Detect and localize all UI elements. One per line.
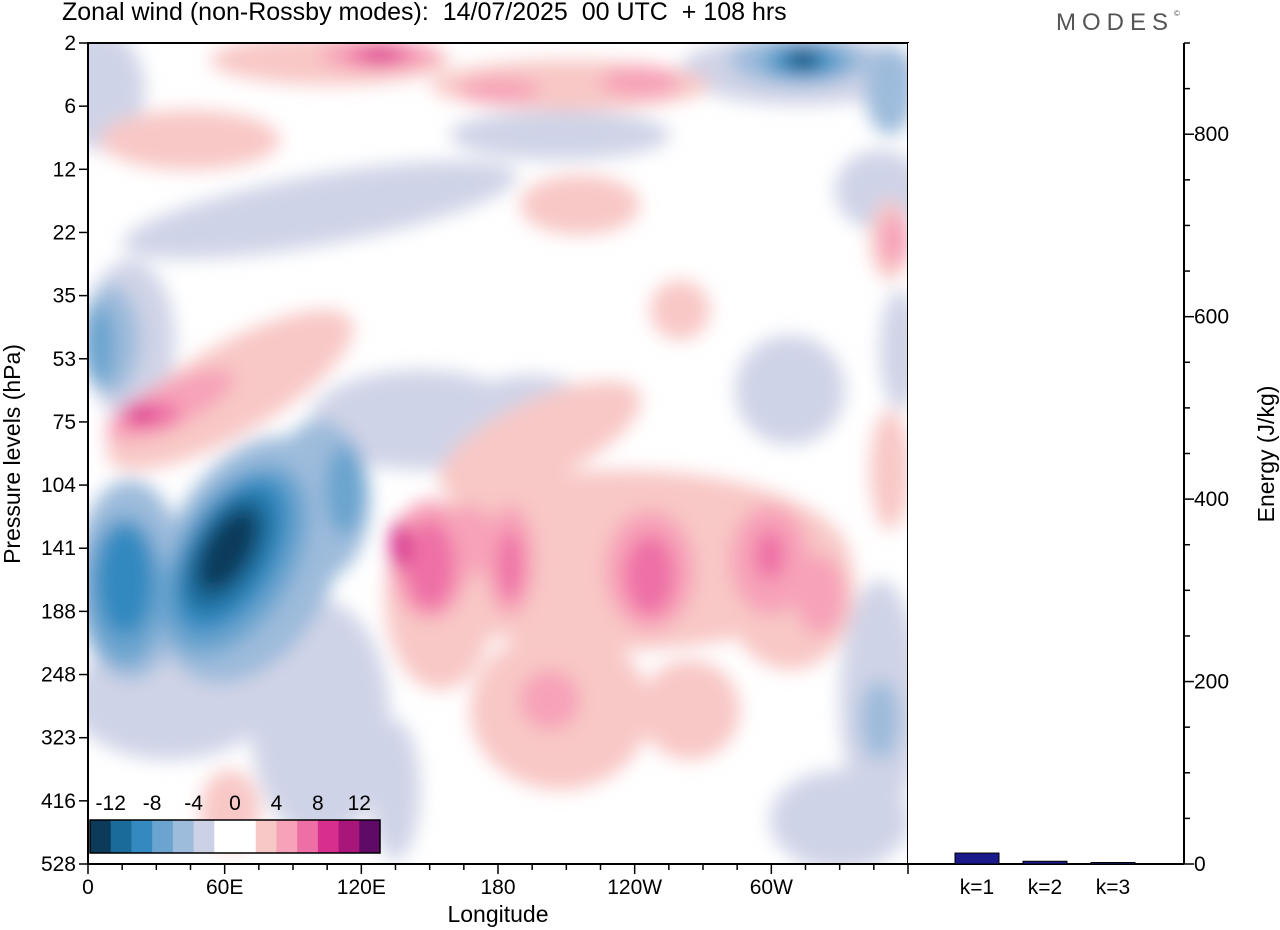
- bar-category-label: k=3: [1096, 876, 1130, 899]
- energy-tick-label: 600: [1194, 306, 1229, 329]
- bar-category-label: k=2: [1028, 876, 1062, 899]
- colorbar-swatch: [276, 820, 298, 853]
- y-tick-label: 188: [41, 600, 76, 623]
- x-tick-label: 120E: [337, 876, 386, 899]
- x-tick-label: 60W: [750, 876, 793, 899]
- y-tick-label: 104: [41, 474, 76, 497]
- x-tick-label: 180: [480, 876, 515, 899]
- colorbar-swatch: [152, 820, 174, 853]
- heatmap-field: [88, 43, 908, 864]
- brand-name: MODES: [1056, 9, 1175, 36]
- y-tick-label: 2: [64, 32, 76, 55]
- y-tick-label: 528: [41, 853, 76, 876]
- energy-axis-label: Energy (J/kg): [1253, 386, 1279, 523]
- brand-logo: MODES©: [1056, 9, 1180, 37]
- colorbar-swatch: [235, 820, 257, 853]
- colorbar-swatch: [172, 820, 195, 853]
- y-tick-label: 35: [53, 285, 76, 308]
- brand-mark: ©: [1174, 9, 1180, 18]
- energy-bar: [954, 852, 1000, 865]
- y-tick-label: 141: [41, 537, 76, 560]
- y-tick-label: 323: [41, 727, 76, 750]
- energy-tick-label: 800: [1194, 123, 1229, 146]
- colorbar: -12 -8 -4 0 4 8 12: [89, 792, 381, 854]
- energy-bar-plot: k=1 k=2 k=3 0 200 400 600 800 Energy (J/kg): [908, 42, 1279, 899]
- colorbar-label: -12: [96, 792, 126, 815]
- energy-tick-label: 400: [1194, 488, 1229, 511]
- y-axis: 2 6 12 22 35 53 75 104 141 188 248 323 416 528: [41, 32, 88, 876]
- colorbar-swatch: [90, 820, 112, 853]
- colorbar-swatch: [193, 820, 215, 853]
- x-axis-label: Longitude: [447, 901, 548, 927]
- heatmap-plot: 0 60E 120E 180 120W 60W 2 6 12 22 35 53 75 104 141 188…: [0, 32, 909, 927]
- y-axis-label: Pressure levels (hPa): [0, 344, 25, 564]
- energy-bar: [1090, 862, 1136, 865]
- colorbar-swatch: [359, 820, 381, 853]
- y-tick-label: 248: [41, 664, 76, 687]
- colorbar-swatch: [214, 820, 236, 853]
- colorbar-swatch: [131, 820, 153, 853]
- bars: k=1 k=2 k=3: [954, 852, 1136, 899]
- y-tick-label: 22: [53, 221, 76, 244]
- colorbar-swatch: [255, 820, 277, 853]
- y-tick-label: 6: [64, 95, 76, 118]
- colorbar-label: 0: [229, 792, 241, 815]
- y-tick-label: 416: [41, 790, 76, 813]
- x-tick-label: 60E: [206, 876, 243, 899]
- colorbar-swatch: [338, 820, 360, 853]
- chart-title: Zonal wind (non-Rossby modes): 14/07/202…: [62, 0, 787, 26]
- energy-tick-label: 0: [1194, 853, 1206, 876]
- colorbar-swatch: [297, 820, 319, 853]
- bar-plot-background: [908, 43, 1184, 864]
- colorbar-swatch: [317, 820, 340, 853]
- colorbar-label: -4: [184, 792, 203, 815]
- energy-axis: 0 200 400 600 800: [1184, 42, 1229, 876]
- colorbar-label: 12: [348, 792, 371, 815]
- y-tick-label: 75: [53, 411, 76, 434]
- colorbar-swatch: [110, 820, 132, 853]
- colorbar-frame: [89, 819, 381, 854]
- x-tick-label: 120W: [607, 876, 662, 899]
- colorbar-label: -8: [143, 792, 162, 815]
- energy-tick-label: 200: [1194, 671, 1229, 694]
- colorbar-label: 4: [271, 792, 283, 815]
- colorbar-label: 8: [312, 792, 324, 815]
- energy-bar: [1022, 860, 1068, 865]
- y-tick-label: 12: [53, 158, 76, 181]
- y-tick-label: 53: [53, 348, 76, 371]
- x-tick-label: 0: [82, 876, 94, 899]
- x-axis: 0 60E 120E 180 120W 60W: [82, 864, 909, 899]
- bar-category-label: k=1: [960, 876, 994, 899]
